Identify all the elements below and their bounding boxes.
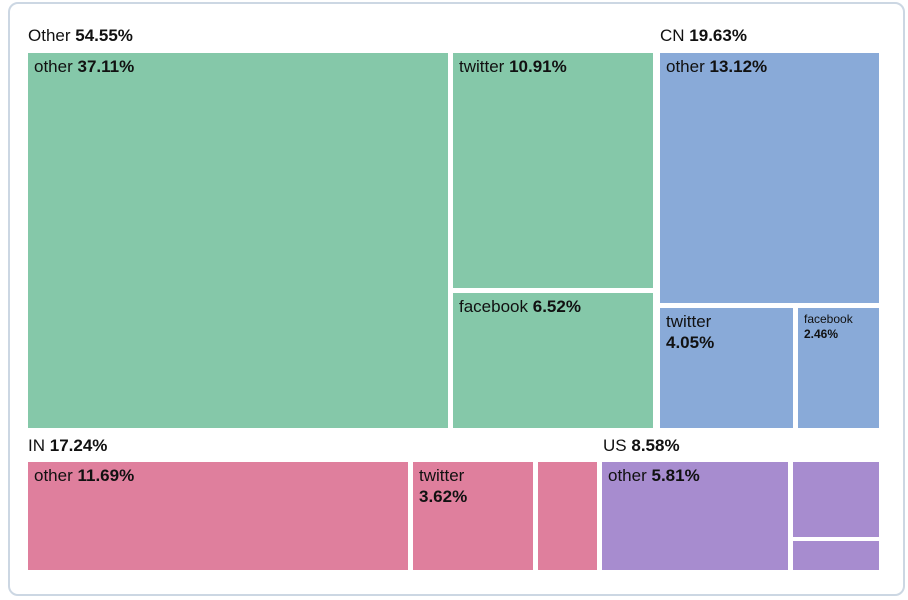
cell-label: facebook	[459, 297, 528, 316]
cell-label: other	[34, 466, 73, 485]
group-name: US	[603, 436, 627, 455]
group-header-in: IN 17.24%	[28, 436, 107, 456]
treemap-cell-in-facebook[interactable]	[538, 462, 597, 570]
cell-label: twitter	[419, 466, 465, 485]
treemap-cell-in-other[interactable]: other 11.69%	[28, 462, 408, 570]
cell-label: twitter	[459, 57, 505, 76]
treemap-cell-in-twitter[interactable]: twitter 3.62%	[413, 462, 533, 570]
treemap-cell-cn-twitter[interactable]: twitter 4.05%	[660, 308, 793, 428]
cell-label: other	[34, 57, 73, 76]
treemap-cell-other-twitter[interactable]: twitter 10.91%	[453, 53, 653, 288]
cell-value: 10.91%	[509, 57, 567, 76]
treemap-cell-cn-facebook[interactable]: facebook 2.46%	[798, 308, 879, 428]
cell-label: twitter	[666, 312, 712, 331]
group-pct: 19.63%	[689, 26, 747, 45]
cell-value: 13.12%	[709, 57, 768, 76]
treemap-cell-other-other[interactable]: other 37.11%	[28, 53, 448, 428]
group-header-us: US 8.58%	[603, 436, 680, 456]
treemap-cell-us-other[interactable]: other 5.81%	[602, 462, 788, 570]
treemap-cell-other-facebook[interactable]: facebook 6.52%	[453, 293, 653, 428]
cell-value: 11.69%	[77, 466, 135, 485]
treemap-cell-us-facebook[interactable]	[793, 541, 879, 570]
group-pct: 8.58%	[631, 436, 680, 455]
group-pct: 17.24%	[49, 436, 108, 455]
group-pct: 54.55%	[75, 26, 133, 45]
cell-value: 3.62%	[419, 487, 468, 506]
cell-value: 37.11%	[77, 57, 135, 76]
cell-label: other	[666, 57, 705, 76]
group-header-cn: CN 19.63%	[660, 26, 747, 46]
treemap-cell-us-twitter[interactable]	[793, 462, 879, 537]
group-name: IN	[28, 436, 45, 455]
group-name: CN	[660, 26, 685, 45]
cell-label: other	[608, 466, 647, 485]
cell-label: facebook	[804, 312, 853, 326]
treemap-cell-cn-other[interactable]: other 13.12%	[660, 53, 879, 303]
group-name: Other	[28, 26, 71, 45]
group-header-other: Other 54.55%	[28, 26, 133, 46]
cell-value: 4.05%	[666, 333, 715, 352]
cell-value: 2.46%	[804, 327, 839, 341]
cell-value: 6.52%	[532, 297, 581, 316]
cell-value: 5.81%	[651, 466, 700, 485]
